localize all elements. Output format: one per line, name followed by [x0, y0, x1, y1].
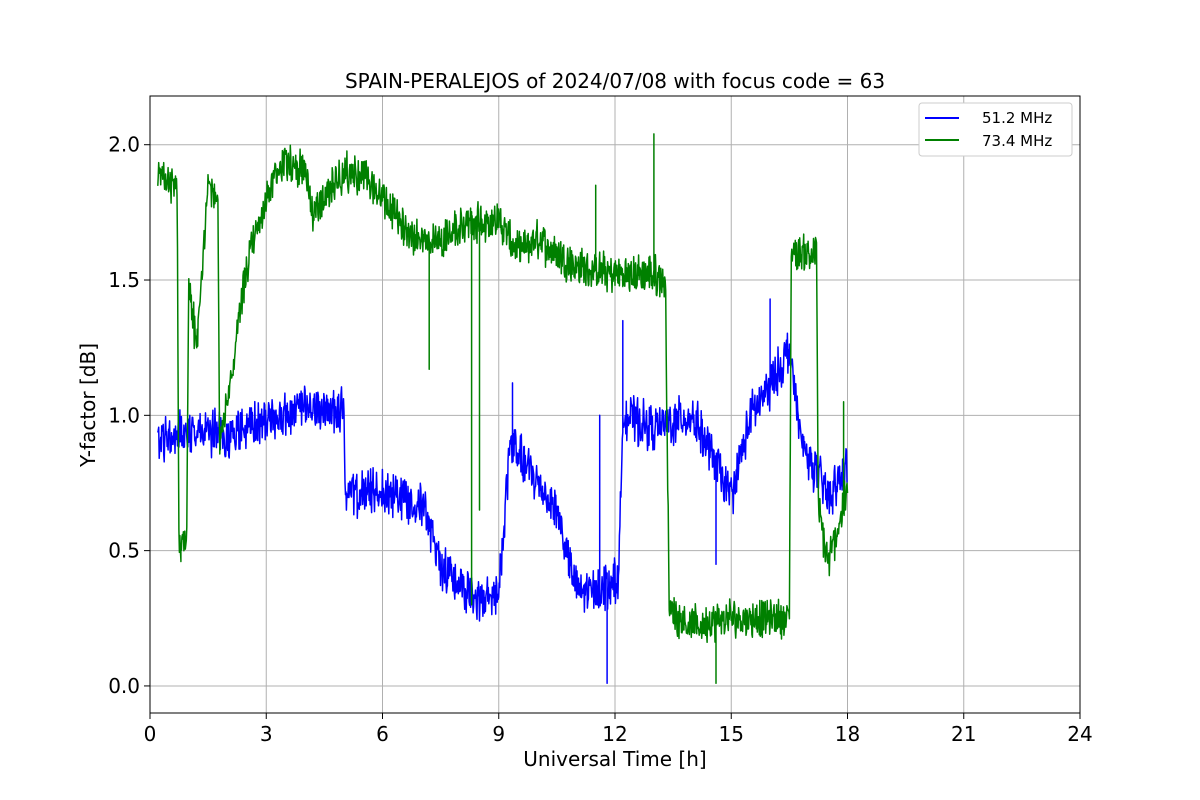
axis-ticks: 0 3 6 9 12 15 18 21 24 0.0 0.5 1.0 1.5 2.0 [108, 133, 1093, 746]
y-tick-label: 0.5 [108, 539, 140, 563]
x-tick-label: 0 [144, 722, 157, 746]
x-tick-label: 18 [835, 722, 860, 746]
y-tick-label: 1.5 [108, 268, 140, 292]
chart-title: SPAIN-PERALEJOS of 2024/07/08 with focus… [345, 69, 885, 93]
series-line-51-2-mhz [157, 298, 848, 684]
y-axis-label: Y-factor [dB] [76, 343, 100, 468]
x-tick-label: 15 [719, 722, 744, 746]
y-tick-label: 0.0 [108, 674, 140, 698]
y-tick-label: 1.0 [108, 403, 140, 427]
x-axis-label: Universal Time [h] [523, 747, 706, 771]
series-line-73-4-mhz [157, 133, 849, 684]
y-tick-label: 2.0 [108, 133, 140, 157]
legend-label-73-4-mhz: 73.4 MHz [982, 132, 1052, 150]
legend-box [918, 102, 1073, 157]
x-tick-label: 6 [376, 722, 389, 746]
plot-area [157, 133, 849, 684]
x-tick-label: 21 [951, 722, 976, 746]
x-tick-label: 24 [1067, 722, 1092, 746]
x-tick-label: 9 [492, 722, 505, 746]
legend: 51.2 MHz 73.4 MHz [918, 102, 1073, 157]
legend-label-51-2-mhz: 51.2 MHz [982, 109, 1052, 127]
x-tick-label: 3 [260, 722, 273, 746]
x-tick-label: 12 [602, 722, 627, 746]
